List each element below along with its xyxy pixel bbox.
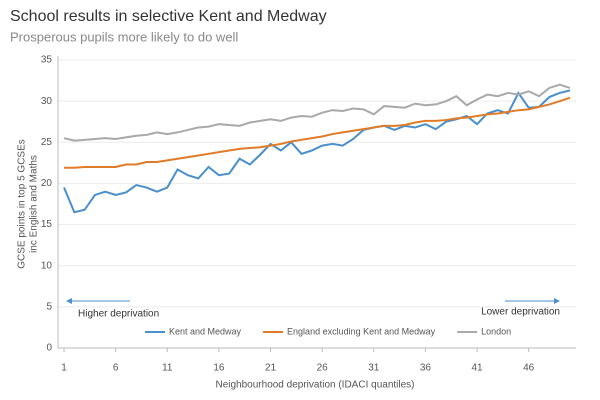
x-tick-label: 26 <box>317 363 329 374</box>
arrow-head <box>554 298 560 304</box>
series-line <box>63 83 571 142</box>
y-tick-label: 25 <box>41 137 53 148</box>
x-tick-label: 6 <box>113 363 119 374</box>
annotation: Higher deprivation <box>78 309 159 320</box>
x-axis-label: Neighbourhood deprivation (IDACI quantil… <box>215 380 414 391</box>
legend-label: London <box>481 326 511 336</box>
x-tick-label: 16 <box>213 363 225 374</box>
y-tick-label: 10 <box>41 260 53 271</box>
y-tick-label: 0 <box>46 343 52 354</box>
y-tick-label: 35 <box>41 55 53 66</box>
y-tick-label: 5 <box>46 301 52 312</box>
arrow-head <box>66 298 72 304</box>
x-tick-label: 21 <box>265 363 277 374</box>
series-line <box>63 89 571 214</box>
y-tick-label: 15 <box>41 219 53 230</box>
legend-label: England excluding Kent and Medway <box>287 326 436 336</box>
y-axis-label: GCSE points in top 5 GCSEs <box>17 139 28 269</box>
legend-label: Kent and Medway <box>169 326 242 336</box>
x-tick-label: 46 <box>523 363 535 374</box>
annotation: Lower deprivation <box>481 307 560 318</box>
y-axis-label: inc English and Maths <box>29 155 40 253</box>
x-tick-label: 1 <box>61 363 67 374</box>
x-tick-label: 41 <box>471 363 483 374</box>
chart-title: School results in selective Kent and Med… <box>10 8 327 25</box>
chart-subtitle: Prosperous pupils more likely to do well <box>10 29 238 44</box>
x-tick-label: 36 <box>420 363 432 374</box>
y-tick-label: 20 <box>41 178 53 189</box>
y-tick-label: 30 <box>41 96 53 107</box>
x-tick-label: 31 <box>368 363 380 374</box>
x-tick-label: 11 <box>162 363 173 374</box>
y-axis-label-group: GCSE points in top 5 GCSEs inc English a… <box>17 139 40 269</box>
series-line <box>64 96 571 169</box>
